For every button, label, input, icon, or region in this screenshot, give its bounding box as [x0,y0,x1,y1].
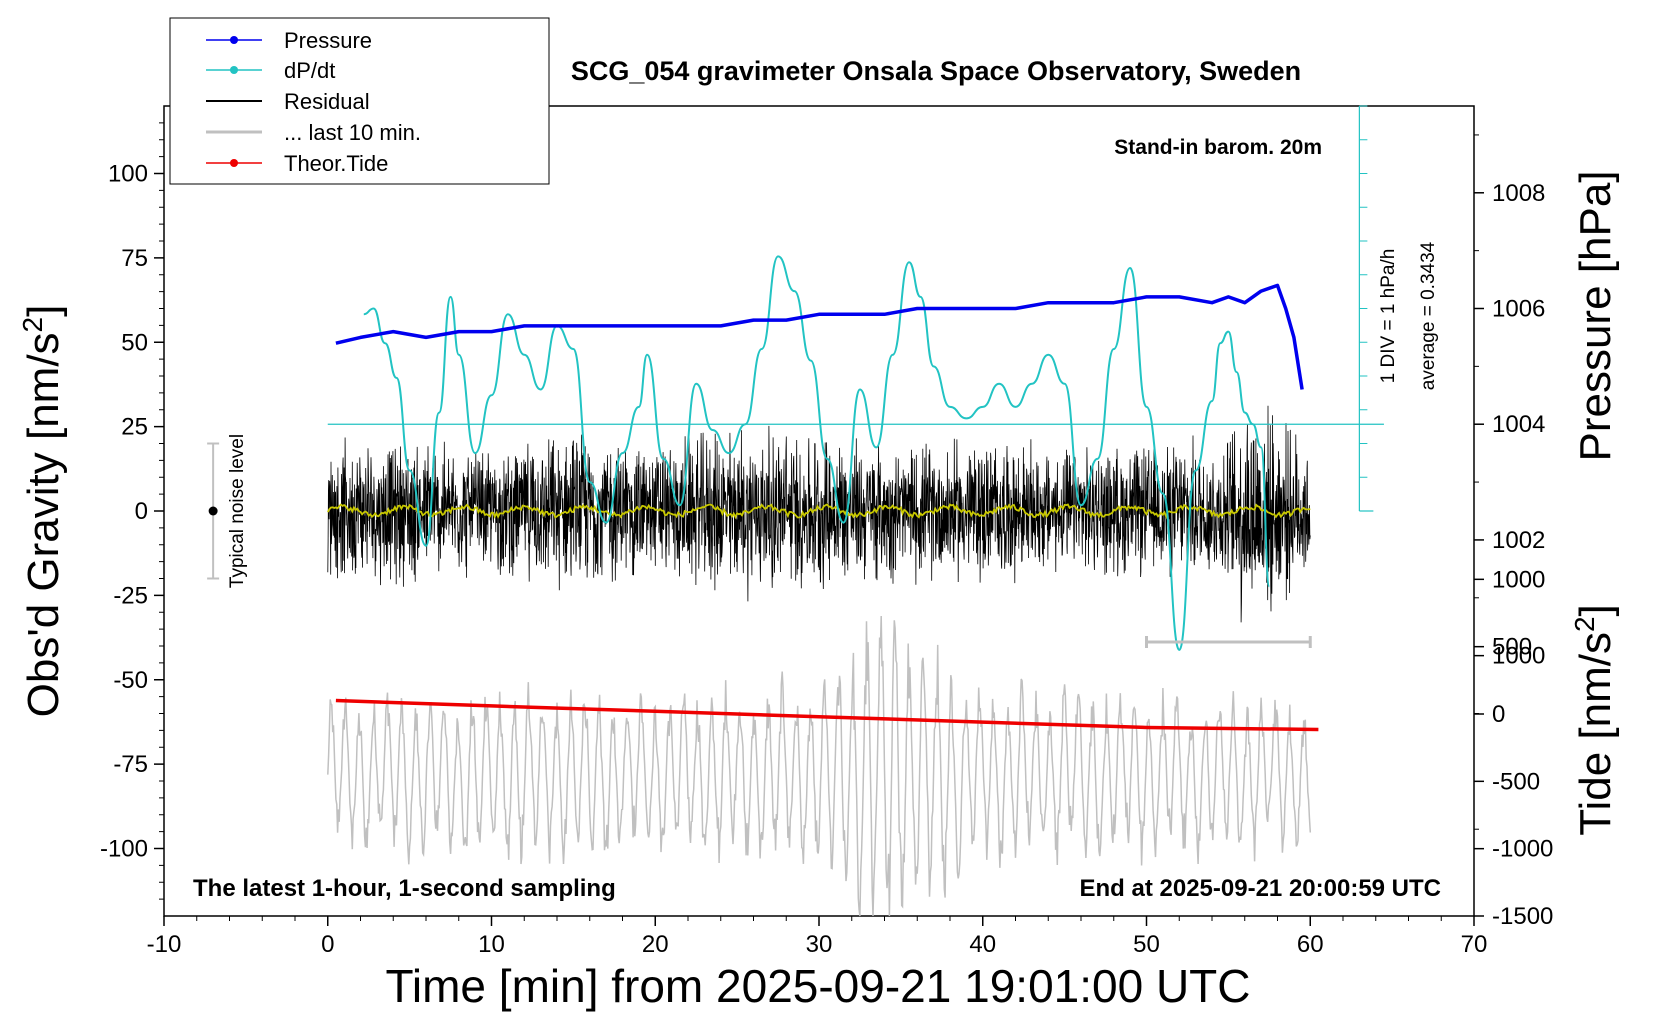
tide-tick-label: 1000 [1492,566,1545,593]
dpdt-line [363,255,1271,651]
y-tick-label: 100 [108,161,148,188]
tide-tick-label: -500 [1492,768,1540,795]
pressure-series [335,283,1304,390]
legend-dpdt-marker [230,66,238,74]
legend-last10-label: ... last 10 min. [284,120,421,145]
y-axis-label-left: Obs'd Gravity [nm/s2] [17,305,68,718]
x-tick-label: 30 [806,931,833,958]
tide-tick-label: 500 [1492,634,1532,661]
tide-line [335,698,1319,732]
residual-series [327,405,1311,623]
bottom-right-annotation: End at 2025-09-21 20:00:59 UTC [1080,875,1442,902]
y-tick-label: -50 [113,667,148,694]
chart-title: SCG_054 gravimeter Onsala Space Observat… [571,56,1301,86]
barometer-annotation: Stand-in barom. 20m [1114,136,1322,159]
legend: Pressure dP/dt Residual ... last 10 min.… [169,17,550,185]
legend-residual-label: Residual [284,89,370,114]
pressure-line [335,283,1304,390]
legend-tide-label: Theor.Tide [284,151,388,176]
x-tick-label: 20 [642,931,669,958]
noise-level-annotation: Typical noise level [227,434,248,588]
y-tick-label: 0 [135,498,148,525]
y-tick-label: 75 [121,245,148,272]
scale-div-annotation: 1 DIV = 1 hPa/h [1378,249,1399,384]
scale-average-annotation: average = 0.3434 [1418,241,1439,390]
x-axis-label: Time [min] from 2025-09-21 19:01:00 UTC [386,960,1251,1012]
legend-dpdt-label: dP/dt [284,58,335,83]
y-axis-label-tide: Tide [nm/s2] [1569,604,1620,836]
y-axis-ticks-left: 100 75 50 25 0 -25 -50 -75 -100 [100,122,164,900]
pressure-axis-ticks: 1008 1006 1004 1002 1000 [1474,134,1545,830]
legend-pressure-marker [230,36,238,44]
pressure-tick-label: 1004 [1492,411,1545,438]
last-10-min-line [327,615,1312,917]
y-tick-label: -100 [100,836,148,863]
theor-tide-series [335,698,1319,732]
pressure-tick-label: 1006 [1492,296,1545,323]
x-axis-ticks: -10 0 10 20 30 40 50 60 70 [147,916,1488,958]
pressure-tick-label: 1008 [1492,180,1545,207]
x-tick-label: 10 [478,931,505,958]
bottom-left-annotation: The latest 1-hour, 1-second sampling [193,875,616,902]
noise-level-marker [208,506,218,516]
last-10-min-series [327,615,1312,917]
x-tick-label: 70 [1461,931,1488,958]
tide-tick-label: 0 [1492,701,1505,728]
y-tick-label: 25 [121,414,148,441]
y-tick-label: -25 [113,582,148,609]
tide-tick-label: -1500 [1492,903,1553,930]
y-tick-label: 50 [121,329,148,356]
x-tick-label: 50 [1133,931,1160,958]
chart-extras [207,442,1312,648]
pressure-tick-label: 1002 [1492,527,1545,554]
x-tick-label: 40 [969,931,996,958]
residual-line [327,405,1311,623]
x-tick-label: 60 [1297,931,1324,958]
y-axis-label-pressure: Pressure [hPa] [1571,170,1620,461]
dpdt-series [327,105,1384,651]
pressure-tick-label: 1000 [1492,643,1545,670]
residual-smooth-line [327,503,1311,520]
tide-tick-label: -1000 [1492,836,1553,863]
x-tick-label: -10 [147,931,182,958]
legend-tide-marker [230,159,238,167]
y-tick-label: -75 [113,751,148,778]
legend-pressure-label: Pressure [284,28,372,53]
x-tick-label: 0 [321,931,334,958]
